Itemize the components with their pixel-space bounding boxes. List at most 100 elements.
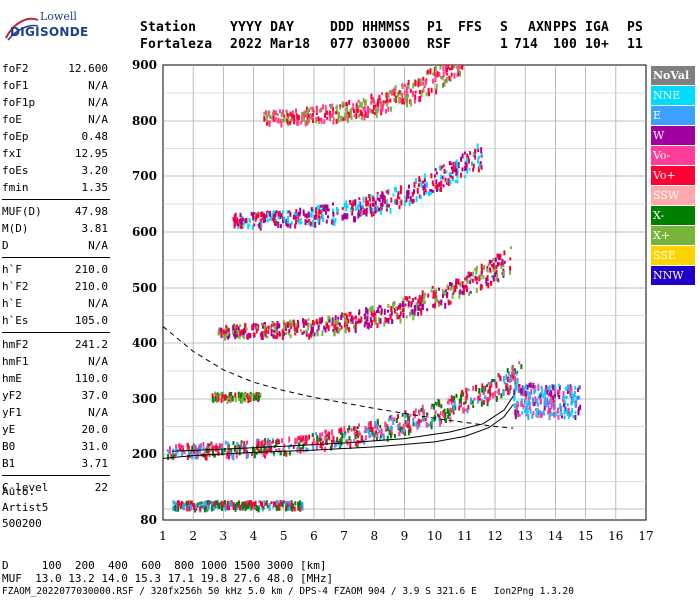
echo-point (513, 403, 516, 408)
echo-point (432, 183, 435, 187)
echo-point (304, 438, 307, 443)
echo-point (392, 303, 395, 310)
echo-point (561, 415, 563, 419)
echo-point (286, 118, 289, 124)
echo-point (205, 454, 208, 461)
header-label-5: S (500, 20, 509, 35)
echo-point (378, 198, 381, 202)
echo-point (462, 407, 465, 414)
echo-point (325, 438, 328, 443)
parameter-row: foF1p N/A (2, 94, 108, 111)
echo-point (332, 119, 335, 125)
echo-point (340, 439, 343, 446)
echo-point (263, 324, 266, 330)
echo-point (445, 72, 448, 76)
echo-point (515, 383, 518, 389)
echo-point (304, 213, 307, 218)
echo-point (339, 438, 342, 443)
echo-point (492, 269, 495, 272)
echo-point (376, 432, 379, 439)
echo-point (418, 178, 421, 182)
echo-point (223, 394, 226, 401)
echo-point (441, 175, 444, 180)
echo-point (214, 394, 217, 400)
echo-point (461, 390, 464, 394)
echo-point (234, 330, 237, 337)
echo-point (457, 66, 460, 73)
echo-point (451, 176, 454, 179)
echo-point (466, 157, 468, 163)
echo-point (255, 327, 258, 334)
echo-point (444, 302, 447, 309)
y-tick-label: 900 (132, 58, 157, 72)
echo-point (326, 110, 328, 115)
echo-point (431, 180, 434, 185)
echo-point (340, 315, 343, 320)
echo-point (318, 117, 321, 121)
echo-point (347, 430, 350, 434)
echo-point (386, 102, 389, 107)
echo-point (234, 505, 237, 512)
echo-point (431, 285, 434, 289)
echo-point (326, 322, 329, 329)
echo-point (283, 216, 286, 221)
echo-point (367, 421, 370, 428)
echo-point (506, 383, 509, 388)
echo-point (334, 217, 337, 223)
echo-point (483, 264, 486, 269)
echo-point (419, 95, 422, 102)
echo-point (307, 113, 310, 118)
echo-point (406, 98, 409, 104)
echo-point (244, 330, 247, 333)
echo-point (250, 500, 253, 507)
parameter-label: hmF1 (2, 355, 29, 368)
echo-point (235, 334, 238, 338)
parameter-label: foF1p (2, 96, 36, 109)
echo-point (375, 430, 378, 435)
parameter-row: C-level 22 (2, 479, 108, 496)
echo-point (297, 321, 300, 328)
echo-point (186, 448, 189, 452)
echo-point (423, 85, 426, 88)
echo-point (514, 413, 517, 420)
parameter-value: N/A (88, 239, 108, 252)
echo-point (505, 383, 508, 387)
echo-point (409, 427, 412, 433)
echo-point (395, 99, 398, 104)
echo-point (253, 450, 256, 454)
echo-point (490, 280, 492, 286)
echo-point (514, 375, 517, 380)
echo-point (574, 415, 577, 420)
echo-point (394, 85, 397, 92)
echo-point (518, 413, 521, 417)
echo-point (539, 398, 542, 405)
echo-point (183, 502, 186, 507)
echo-point (455, 169, 458, 175)
echo-point (381, 92, 383, 96)
echo-point (278, 210, 281, 216)
echo-point (457, 278, 460, 285)
echo-point (426, 70, 429, 74)
echo-point (229, 392, 232, 396)
echo-point (534, 408, 537, 412)
echo-point (259, 442, 262, 449)
legend-item-x: X- (651, 206, 695, 225)
echo-point (543, 400, 546, 407)
echo-point (445, 181, 448, 185)
echo-point (251, 452, 254, 456)
echo-point (234, 324, 236, 329)
echo-point (436, 298, 439, 303)
echo-point (439, 75, 442, 79)
echo-point (491, 275, 494, 278)
echo-point (393, 199, 396, 205)
echo-point (401, 93, 404, 99)
echo-point (293, 115, 296, 120)
echo-point (324, 104, 327, 110)
echo-point (352, 427, 355, 431)
echo-point (289, 223, 292, 229)
echo-point (516, 405, 518, 412)
echo-point (299, 501, 302, 506)
echo-point (327, 325, 330, 332)
echo-point (260, 211, 263, 217)
echo-point (315, 212, 318, 219)
